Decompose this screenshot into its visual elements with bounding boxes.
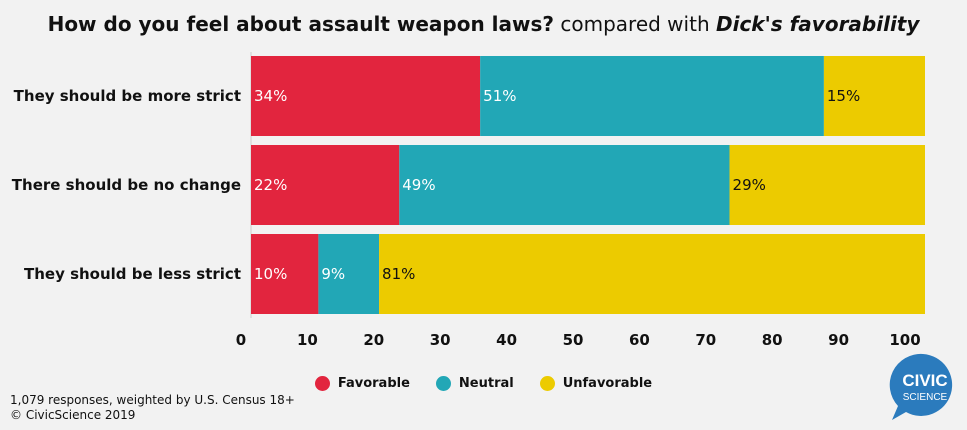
data-label: 34% xyxy=(254,87,287,105)
legend-item-neutral: Neutral xyxy=(435,376,514,391)
civicscience-logo: CIVIC SCIENCE xyxy=(889,353,953,420)
bar-segment xyxy=(729,145,925,225)
legend-item-favorable: Favorable xyxy=(314,376,410,391)
data-label: 22% xyxy=(254,176,287,194)
bar-segment xyxy=(318,234,380,314)
legend-label-neutral: Neutral xyxy=(458,376,514,391)
data-label: 49% xyxy=(402,176,435,194)
x-tick-label: 0 xyxy=(236,331,246,349)
bar-segment xyxy=(823,56,925,136)
x-tick-label: 90 xyxy=(828,331,849,349)
title-compared: compared with xyxy=(560,12,710,36)
x-tick-label: 60 xyxy=(629,331,650,349)
category-label: They should be less strict xyxy=(24,265,241,283)
data-label: 81% xyxy=(382,265,415,283)
legend-label-unfavorable: Unfavorable xyxy=(562,376,653,391)
data-label: 10% xyxy=(254,265,287,283)
data-label: 51% xyxy=(483,87,516,105)
logo-bubble xyxy=(889,353,953,420)
data-label: 29% xyxy=(733,176,766,194)
bar-segment xyxy=(251,234,319,314)
category-label: They should be more strict xyxy=(14,87,241,105)
legend-swatch-neutral xyxy=(435,376,451,391)
footnote-responses: 1,079 responses, weighted by U.S. Census… xyxy=(10,393,295,407)
legend-swatch-unfavorable xyxy=(539,376,555,391)
x-tick-label: 20 xyxy=(363,331,384,349)
bar-segment xyxy=(480,56,824,136)
title-metric: Dick's favorability xyxy=(715,12,920,36)
category-label: There should be no change xyxy=(12,176,241,194)
logo-text-civic: CIVIC xyxy=(902,371,947,390)
data-label: 9% xyxy=(321,265,345,283)
legend-label-favorable: Favorable xyxy=(337,376,410,391)
legend-swatch-favorable xyxy=(314,376,330,391)
x-tick-label: 30 xyxy=(430,331,451,349)
legend: Favorable Neutral Unfavorable xyxy=(0,376,967,391)
footnote-copyright: © CivicScience 2019 xyxy=(10,408,136,422)
bar-segment xyxy=(251,145,400,225)
x-tick-label: 80 xyxy=(762,331,783,349)
chart-title: How do you feel about assault weapon law… xyxy=(0,10,967,38)
logo-text-science: SCIENCE xyxy=(903,392,948,403)
title-question: How do you feel about assault weapon law… xyxy=(47,12,555,36)
bar-segment xyxy=(379,234,925,314)
bar-segment xyxy=(399,145,730,225)
data-label: 15% xyxy=(827,87,860,105)
footnote: 1,079 responses, weighted by U.S. Census… xyxy=(10,393,295,423)
bar-segment xyxy=(251,56,481,136)
stacked-bar-chart: They should be more strict 34% 51% 15% There… xyxy=(12,52,925,349)
x-tick-label: 40 xyxy=(496,331,517,349)
x-tick-label: 10 xyxy=(297,331,318,349)
x-tick-label: 100 xyxy=(889,331,920,349)
legend-item-unfavorable: Unfavorable xyxy=(539,376,653,391)
x-tick-label: 50 xyxy=(563,331,584,349)
x-tick-label: 70 xyxy=(695,331,716,349)
